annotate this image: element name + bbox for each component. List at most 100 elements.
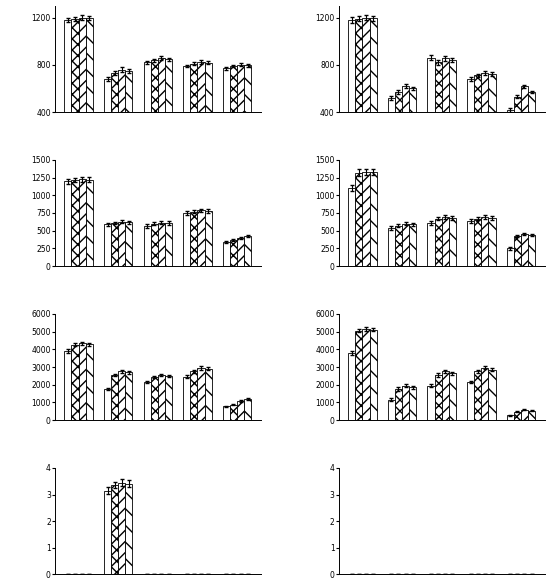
Bar (237, 65, 244, 160)
Bar (190, 371, 197, 420)
Bar (104, 491, 111, 574)
Bar (514, 97, 521, 160)
Bar (514, 235, 521, 266)
Bar (158, 375, 165, 420)
Bar (409, 387, 416, 420)
Bar (370, 18, 377, 160)
Bar (355, 173, 362, 266)
Bar (474, 75, 481, 160)
Bar (72, 345, 79, 420)
Bar (111, 223, 118, 266)
Bar (190, 64, 197, 160)
Bar (402, 224, 409, 266)
Bar (402, 86, 409, 160)
Bar (197, 368, 205, 420)
Bar (370, 172, 377, 266)
Bar (355, 19, 362, 160)
Bar (449, 60, 456, 160)
Bar (427, 58, 435, 160)
Bar (244, 236, 251, 266)
Bar (190, 212, 197, 266)
Bar (230, 405, 237, 420)
Bar (467, 382, 474, 420)
Bar (481, 218, 488, 266)
Bar (362, 17, 370, 160)
Bar (244, 399, 251, 420)
Bar (528, 92, 535, 160)
Bar (507, 248, 514, 266)
Bar (528, 235, 535, 266)
Bar (111, 375, 118, 420)
Bar (79, 17, 86, 160)
Bar (118, 70, 125, 160)
Bar (144, 63, 151, 160)
Bar (125, 222, 133, 266)
Bar (237, 401, 244, 420)
Bar (481, 368, 488, 420)
Bar (442, 218, 449, 266)
Bar (144, 226, 151, 266)
Bar (409, 224, 416, 266)
Bar (165, 59, 172, 160)
Bar (104, 389, 111, 420)
Bar (237, 238, 244, 266)
Bar (488, 74, 496, 160)
Bar (362, 172, 370, 266)
Bar (467, 221, 474, 266)
Bar (125, 484, 133, 574)
Bar (427, 223, 435, 266)
Bar (111, 73, 118, 160)
Bar (197, 62, 205, 160)
Bar (528, 411, 535, 420)
Bar (388, 400, 395, 420)
Bar (79, 343, 86, 420)
Bar (521, 86, 528, 160)
Bar (230, 66, 237, 160)
Bar (507, 110, 514, 160)
Bar (488, 218, 496, 266)
Bar (118, 483, 125, 574)
Bar (223, 242, 230, 266)
Bar (151, 224, 158, 266)
Bar (395, 226, 402, 266)
Bar (395, 389, 402, 420)
Bar (395, 92, 402, 160)
Bar (223, 407, 230, 420)
Bar (64, 20, 72, 160)
Bar (223, 68, 230, 160)
Bar (434, 219, 442, 266)
Bar (388, 98, 395, 160)
Bar (64, 351, 72, 420)
Bar (348, 353, 355, 420)
Bar (64, 181, 72, 266)
Bar (442, 59, 449, 160)
Bar (362, 329, 370, 420)
Bar (514, 412, 521, 420)
Bar (86, 18, 93, 160)
Bar (388, 228, 395, 266)
Bar (474, 371, 481, 420)
Bar (104, 79, 111, 160)
Bar (183, 213, 190, 266)
Bar (165, 376, 172, 420)
Bar (86, 344, 93, 420)
Bar (72, 180, 79, 266)
Bar (244, 66, 251, 160)
Bar (158, 223, 165, 266)
Bar (481, 73, 488, 160)
Bar (104, 224, 111, 266)
Bar (165, 223, 172, 266)
Bar (507, 415, 514, 420)
Bar (449, 218, 456, 266)
Bar (72, 19, 79, 160)
Bar (79, 179, 86, 266)
Bar (158, 59, 165, 160)
Bar (86, 180, 93, 266)
Bar (144, 382, 151, 420)
Bar (355, 331, 362, 420)
Bar (151, 377, 158, 420)
Bar (449, 373, 456, 420)
Bar (467, 79, 474, 160)
Bar (474, 219, 481, 266)
Bar (205, 63, 212, 160)
